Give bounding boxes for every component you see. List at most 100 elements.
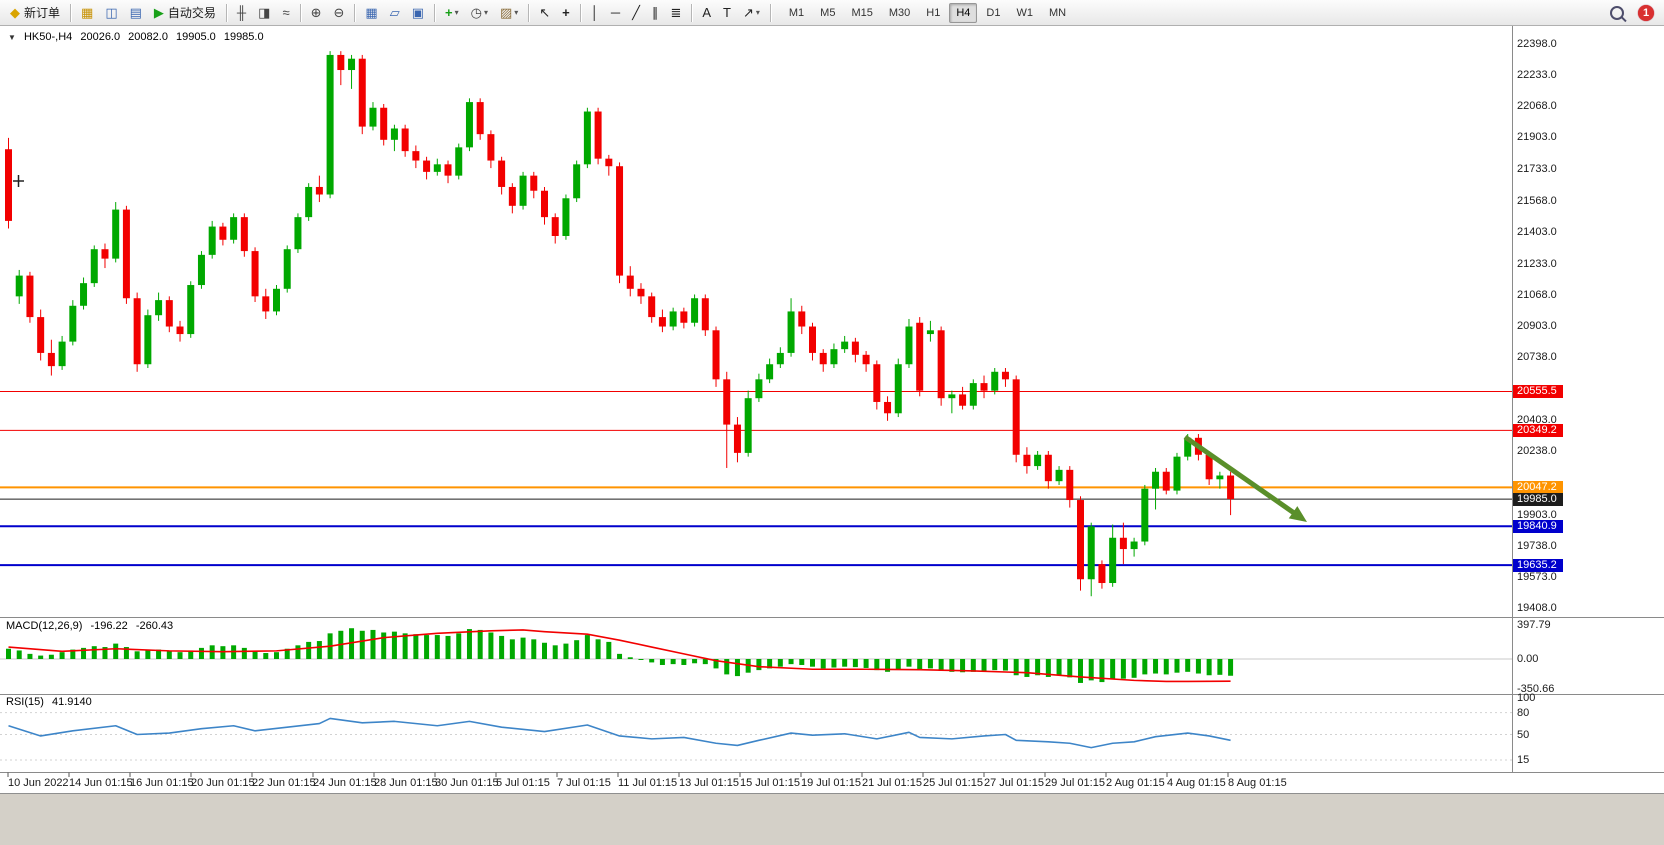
timeframe-h1-button[interactable]: H1 [919,3,947,23]
add-indicator-button[interactable]: + ▾ [440,2,464,24]
price-axis-label: 22398.0 [1517,38,1557,50]
arrange-windows-button[interactable]: ▣ [407,2,429,24]
cascade-windows-icon: ▱ [389,5,400,20]
time-axis-label: 16 Jun 01:15 [130,777,194,789]
vertical-line-icon: │ [590,5,599,20]
collapse-icon[interactable]: ▼ [8,33,16,42]
toolbar-separator [225,3,227,22]
price-axis-label: 20403.0 [1517,414,1557,427]
templates-icon: ▨ [499,5,513,20]
equidistant-channel-button[interactable]: ∥ [647,2,664,24]
search-button[interactable] [1605,2,1629,24]
price-axis-label: 22233.0 [1517,69,1557,82]
price-axis-label: 20903.0 [1517,319,1557,332]
zoom-in-icon: ⊕ [310,5,322,20]
price-axis-label: 21233.0 [1517,257,1557,270]
text-button[interactable]: A [697,2,716,24]
time-axis-label: 30 Jun 01:15 [435,777,499,789]
macd-axis-label: 0.00 [1517,653,1539,665]
time-axis-label: 4 Aug 01:15 [1167,777,1226,789]
toolbar-separator [299,3,301,22]
price-axis-label: 22068.0 [1517,100,1557,113]
chevron-down-icon: ▾ [483,8,488,17]
macd-axis-label: 397.79 [1517,618,1551,631]
price-line-tag: 20349.2 [1513,423,1563,437]
bar-chart-button[interactable]: ╫ [232,2,251,24]
timeframe-w1-button[interactable]: W1 [1009,3,1040,23]
periods-button[interactable]: ◷ ▾ [466,2,493,24]
timeframe-h4-button[interactable]: H4 [949,2,978,23]
chart-header: ▼ HK50-,H4 20026.0 20082.0 19905.0 19985… [8,31,269,43]
time-axis-label: 15 Jul 01:15 [740,777,800,789]
timeframe-m1-button[interactable]: M1 [782,3,811,23]
timeframe-m5-button[interactable]: M5 [813,3,842,23]
price-axis-label: 19408.0 [1517,601,1557,614]
bar-chart-icon: ╫ [236,5,247,20]
toolbar-separator [691,3,693,22]
horizontal-line-button[interactable]: ─ [606,2,625,24]
cursor-icon: ↖ [539,5,551,20]
cursor-button[interactable]: ↖ [534,2,555,24]
zoom-in-button[interactable]: ⊕ [306,2,327,24]
new-order-label: 新订单 [24,6,61,20]
new-order-button[interactable]: ◆ 新订单 [5,2,65,24]
timeframe-m15-button[interactable]: M15 [844,3,879,23]
chevron-down-icon: ▾ [514,8,519,17]
time-axis-label: 2 Aug 01:15 [1106,777,1165,789]
trend-arrow[interactable] [1183,434,1307,522]
fibonacci-button[interactable]: ≣ [665,2,686,24]
tile-windows-button[interactable]: ▦ [360,2,382,24]
horizontal-lines[interactable] [0,390,1512,567]
autotrading-button[interactable]: ▶ 自动交易 [149,2,221,24]
ohlc-high: 20082.0 [128,31,168,43]
toolbar-separator [354,3,356,22]
search-icon [1610,5,1624,20]
price-axis-label: 20738.0 [1517,351,1557,364]
timeframe-m30-button[interactable]: M30 [882,3,917,23]
ohlc-low: 19905.0 [176,31,216,43]
crosshair-button[interactable]: + [557,2,575,24]
data-window-icon: ◫ [105,5,118,20]
vertical-line-button[interactable]: │ [586,2,604,24]
text-label-button[interactable]: T [718,2,736,24]
data-window-button[interactable]: ◫ [100,2,122,24]
autotrading-icon: ▶ [153,5,164,20]
price-axis-label: 21903.0 [1517,131,1557,144]
toolbar-separator [769,3,771,22]
equidistant-channel-icon: ∥ [651,5,659,20]
navigator-button[interactable]: ▤ [125,2,147,24]
arrows-tool-button[interactable]: ↗ ▾ [738,2,765,24]
zoom-out-button[interactable]: ⊖ [328,2,349,24]
crosshair-icon: + [562,5,570,20]
time-axis-label: 27 Jul 01:15 [984,777,1044,789]
candlestick-chart-icon: ◨ [258,5,271,20]
time-axis-label: 10 Jun 2022 [8,777,69,789]
toolbar-separator [70,3,72,22]
timeframe-toolbar: M1 M5 M15 M30 H1 H4 D1 W1 MN [781,2,1074,23]
toolbar: ◆ 新订单 ▦ ◫ ▤ ▶ 自动交易 ╫ ◨ ≈ ⊕ ⊖ ▦ ▱ ▣ + ▾ ◷ ▾ ▨ ▾ ↖ + │ ─ ╱ ∥ ≣ A T ↗ ▾ M1… [0,0,1664,26]
market-watch-button[interactable]: ▦ [76,2,98,24]
zoom-out-icon: ⊖ [333,5,345,20]
navigator-icon: ▤ [129,5,142,20]
templates-button[interactable]: ▨ ▾ [495,2,523,24]
cross-marker[interactable] [13,175,24,187]
arrange-windows-icon: ▣ [411,5,424,20]
line-chart-icon: ≈ [282,5,290,20]
macd-histogram [6,628,1234,683]
time-axis-label: 8 Aug 01:15 [1228,777,1287,789]
timeframe-d1-button[interactable]: D1 [979,3,1007,23]
candlestick-chart-button[interactable]: ◨ [253,2,275,24]
tile-windows-icon: ▦ [365,5,378,20]
time-axis-label: 7 Jul 01:15 [557,777,611,789]
macd-signal-line [8,629,1231,683]
time-axis-label: 21 Jul 01:15 [862,777,922,789]
price-line-tag: 19840.9 [1513,519,1563,533]
price-line-tag: 20555.5 [1513,384,1563,398]
timeframe-mn-button[interactable]: MN [1042,3,1073,23]
rsi-label: RSI(15) [6,696,44,708]
cascade-windows-button[interactable]: ▱ [385,2,405,24]
trendline-button[interactable]: ╱ [627,2,645,24]
notification-badge[interactable]: 1 [1638,4,1654,21]
line-chart-button[interactable]: ≈ [277,2,294,24]
